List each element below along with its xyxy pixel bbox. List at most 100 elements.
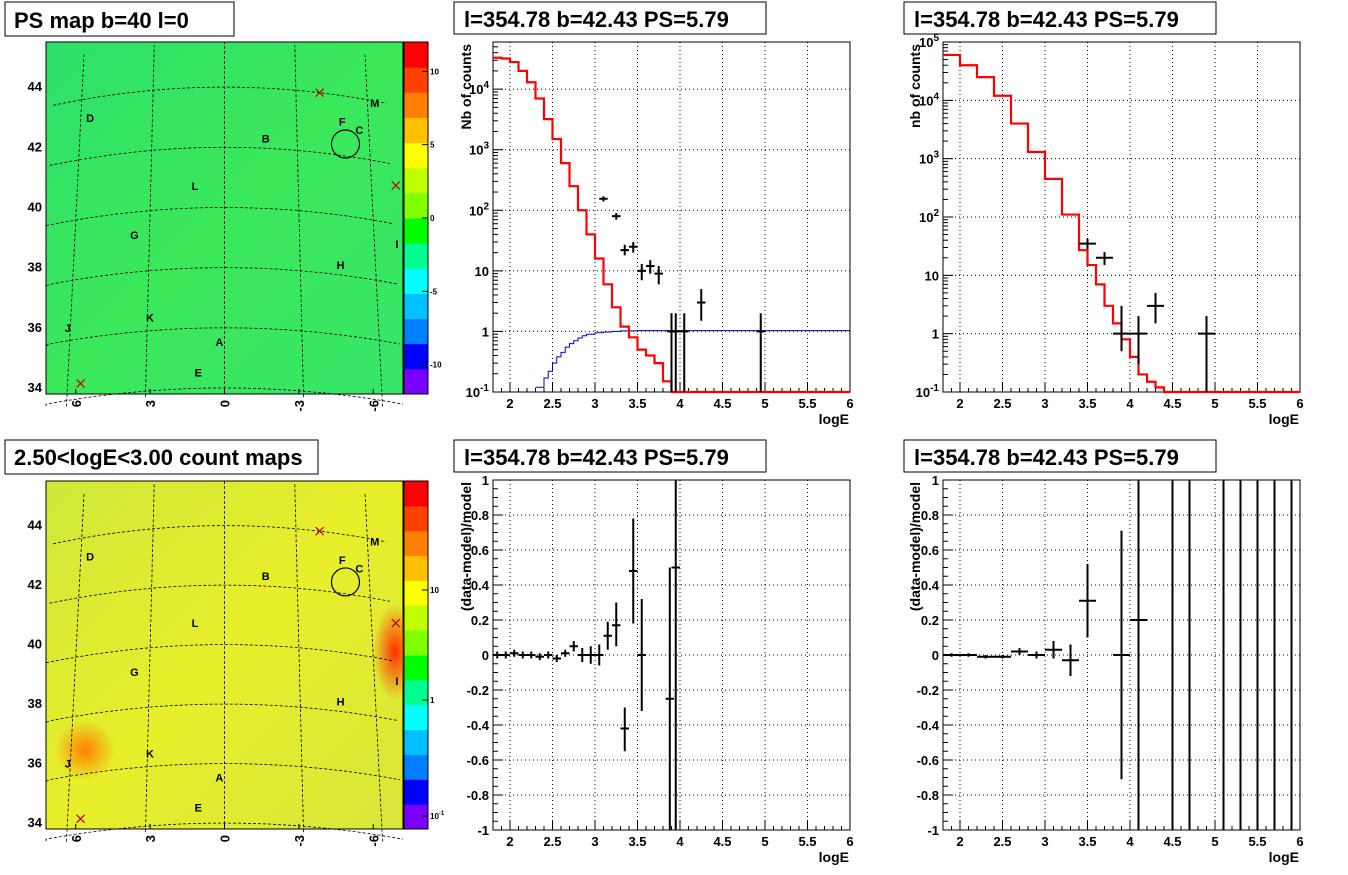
model-histogram <box>943 53 1300 394</box>
source-label: B <box>262 133 270 145</box>
source-label: J <box>65 759 71 771</box>
y-tick-label: -1 <box>927 823 939 838</box>
map-y-tick-label: 38 <box>28 260 42 275</box>
longitude-line <box>294 45 304 398</box>
residual-plot-2-title-box <box>903 439 1217 473</box>
latitude-line <box>49 146 390 166</box>
ps-map-panel: PS map b=40 l=0 44 42 40 38 36 34 6 3 0 -3 -6 D M F… <box>4 1 442 412</box>
y-tick-label: 10-1 <box>916 383 940 400</box>
count-map-colorbar: 10 1 10-1 <box>403 480 445 830</box>
model-histogram <box>493 56 850 394</box>
longitude-line <box>66 493 85 842</box>
latitude-line <box>45 267 397 287</box>
map-y-tick-label: 42 <box>28 139 42 154</box>
x-tick-label: 2.5 <box>993 396 1011 411</box>
source-label: E <box>195 803 202 815</box>
source-label: K <box>146 749 154 761</box>
y-tick-label: 0.8 <box>921 508 939 523</box>
source-label: F <box>339 555 346 567</box>
residual-plot-2-ylabel: (data-model)/model <box>907 482 923 611</box>
counts-plot-2-title-box <box>903 1 1217 35</box>
source-marker-icon <box>391 181 401 190</box>
ps-position-circle <box>330 567 361 597</box>
counts-plot-2-xlabel: logE <box>1269 411 1299 427</box>
x-tick-label: 4.5 <box>1163 834 1181 849</box>
x-tick-label: 6 <box>846 396 853 411</box>
x-tick-label: 2 <box>506 396 513 411</box>
source-label: A <box>215 337 223 349</box>
x-tick-label: 2.5 <box>543 834 561 849</box>
y-tick-label: -0.2 <box>917 683 939 698</box>
longitude-line <box>66 54 85 407</box>
map-y-tick-label: 36 <box>28 756 42 771</box>
map-x-tick-label: 3 <box>143 835 158 842</box>
latitude-line <box>45 207 394 226</box>
y-tick-label: 0.2 <box>471 613 489 628</box>
ps-map-colorbar: 10 5 0 -5 -10 <box>403 41 442 395</box>
colorbar-tick-label: 10 <box>430 586 439 595</box>
latitude-line <box>53 86 387 106</box>
y-tick-label: -1 <box>477 823 489 838</box>
map-y-tick-label: 44 <box>28 518 43 533</box>
colorbar-band <box>404 293 428 320</box>
x-tick-label: 4.5 <box>713 834 731 849</box>
y-tick-label: 102 <box>919 208 939 225</box>
x-tick-label: 2.5 <box>543 396 561 411</box>
count-map-y-ticks: 44 42 40 38 36 34 <box>28 518 43 830</box>
ps-map-title-box <box>4 1 235 37</box>
x-tick-label: 5.5 <box>1248 396 1266 411</box>
source-marker-icon <box>315 526 325 536</box>
y-tick-label: -0.4 <box>467 718 490 733</box>
count-map-title: 2.50<logE<3.00 count maps <box>14 445 303 470</box>
x-tick-label: 5 <box>761 396 768 411</box>
source-label: M <box>370 536 379 548</box>
latitude-line <box>45 327 400 347</box>
counts-plot-panel: l=354.78 b=42.43 PS=5.79 2 2.5 3 3.5 4 4.5 5 5.… <box>453 1 854 427</box>
y-tick-label: 0.2 <box>921 613 939 628</box>
residual-plot-panel: l=354.78 b=42.43 PS=5.79 2 2.5 3 3.5 4 4.5 5 5.… <box>453 439 854 865</box>
map-x-tick-label: 0 <box>218 400 233 407</box>
residual-plot-xlabel: logE <box>819 849 849 865</box>
colorbar-frame <box>403 480 429 830</box>
y-tick-label: -0.6 <box>917 753 939 768</box>
colorbar-band <box>404 704 428 731</box>
y-tick-label: 0.6 <box>921 543 939 558</box>
colorbar-tick-label: 0 <box>430 214 435 223</box>
ps-map-title: PS map b=40 l=0 <box>14 8 189 33</box>
x-tick-label: 3 <box>591 396 598 411</box>
colorbar-band <box>404 655 428 681</box>
map-y-tick-label: 34 <box>28 815 43 830</box>
residual-plot-2-panel: l=354.78 b=42.43 PS=5.79 2 2.5 3 3.5 4 4.5 5 5.… <box>903 439 1304 865</box>
residual-plot-2-xlabel: logE <box>1269 849 1299 865</box>
map-x-tick-label: -3 <box>292 400 307 412</box>
map-y-tick-label: 40 <box>28 199 42 214</box>
map-x-tick-label: 6 <box>69 400 84 407</box>
map-x-tick-label: -3 <box>292 835 307 847</box>
ps-map-graticule <box>45 42 404 407</box>
source-label: G <box>130 667 139 679</box>
ps-map-y-ticks: 44 42 40 38 36 34 <box>28 79 43 395</box>
x-tick-label: 4 <box>1126 396 1134 411</box>
colorbar-band <box>404 779 428 805</box>
map-x-tick-label: -6 <box>366 400 381 412</box>
x-tick-label: 5 <box>761 834 768 849</box>
x-tick-label: 3.5 <box>1078 834 1096 849</box>
y-tick-label: 10 <box>475 264 489 279</box>
residual-plot-2-title: l=354.78 b=42.43 PS=5.79 <box>914 445 1179 470</box>
colorbar-tick-label: -10 <box>430 361 442 370</box>
counts-plot-xlabel: logE <box>819 411 849 427</box>
source-label: C <box>355 125 363 137</box>
colorbar-band <box>404 505 428 532</box>
y-tick-label: 1 <box>932 473 939 488</box>
colorbar-band <box>404 679 428 706</box>
x-tick-label: 4.5 <box>1163 396 1181 411</box>
map-x-tick-label: 0 <box>218 835 233 842</box>
source-marker-icon <box>76 814 86 824</box>
counts-plot-title: l=354.78 b=42.43 PS=5.79 <box>464 7 729 32</box>
x-tick-label: 3 <box>1041 396 1048 411</box>
colorbar-band <box>404 142 428 169</box>
map-y-tick-label: 38 <box>28 696 42 711</box>
